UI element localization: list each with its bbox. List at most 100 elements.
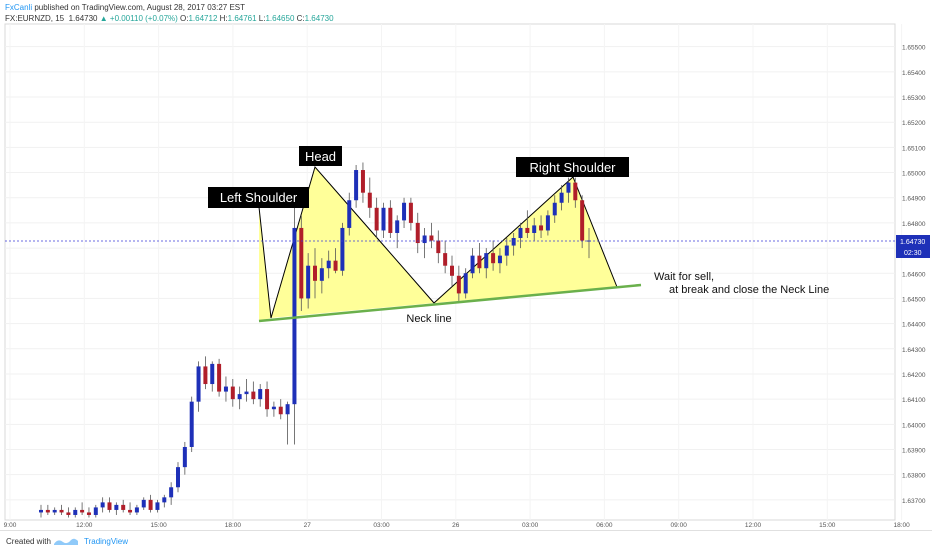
x-tick-label: 15:00: [150, 522, 167, 529]
left-shoulder-label-bg: [208, 187, 309, 208]
head-fill: [271, 167, 434, 318]
note-line-1: Wait for sell,: [654, 271, 714, 283]
publisher-line: FxCanli published on TradingView.com, Au…: [5, 3, 245, 12]
candle-body: [408, 202, 413, 223]
candle-body: [59, 509, 64, 513]
x-tick-label: 27: [304, 522, 312, 529]
candle-body: [196, 366, 201, 402]
candle-body: [491, 253, 496, 264]
candle-body: [237, 394, 242, 400]
candle-body: [265, 389, 270, 410]
candle-body: [333, 260, 338, 271]
candle-body: [134, 507, 139, 513]
candle-body: [566, 182, 571, 193]
candle-body: [402, 202, 407, 221]
candle-body: [93, 507, 98, 515]
candle-body: [319, 268, 324, 281]
open-label: O:: [180, 14, 189, 23]
y-tick-label: 1.63800: [902, 473, 926, 480]
candle-body: [80, 509, 85, 513]
candle-body: [299, 227, 304, 299]
candle-body: [395, 220, 400, 233]
time-axis[interactable]: 9:00 12:00 15:00 18:00 27 03:00 26 03:00 06:00 09…: [4, 522, 910, 529]
brand-link[interactable]: TradingView: [84, 537, 129, 546]
y-tick-label: 1.64200: [902, 372, 926, 379]
candle-body: [340, 227, 345, 271]
x-tick-label: 12:00: [745, 522, 762, 529]
neckline[interactable]: [258, 283, 642, 323]
y-tick-label: 1.63700: [902, 498, 926, 505]
candle-body: [477, 255, 482, 269]
candle-body: [511, 238, 516, 246]
x-tick-label: 15:00: [819, 522, 836, 529]
y-tick-label: 1.64500: [902, 296, 926, 303]
y-tick-label: 1.65500: [902, 45, 926, 52]
candle-body: [141, 499, 146, 508]
candle-body: [539, 225, 544, 231]
candle-body: [559, 192, 564, 203]
close-label: C:: [296, 14, 305, 23]
candle-body: [525, 227, 530, 233]
low-label: L:: [258, 14, 266, 23]
candle-body: [497, 255, 502, 264]
footer-bar: Created with TradingView: [0, 530, 932, 551]
candle-body: [504, 245, 509, 256]
countdown-box: [896, 247, 930, 258]
candlesticks: [39, 162, 591, 518]
candle-body: [86, 512, 91, 515]
candle-body: [223, 386, 228, 392]
author-link[interactable]: FxCanli: [5, 3, 33, 12]
candle-body: [189, 401, 194, 447]
candle-body: [148, 499, 153, 510]
candle-body: [182, 446, 187, 468]
pattern-outline: [258, 165, 618, 319]
candle-body: [217, 363, 222, 392]
candle-body: [73, 509, 78, 515]
candle-body: [532, 225, 537, 233]
x-tick-label: 18:00: [893, 522, 910, 529]
candle-body: [360, 170, 365, 193]
x-tick-label: 06:00: [596, 522, 613, 529]
change-up-icon: ▲: [99, 14, 108, 23]
y-tick-label: 1.65100: [902, 145, 926, 152]
head-label-bg: [299, 146, 342, 166]
price-axis[interactable]: 1.65500 1.65400 1.65300 1.65200 1.65100 1.650…: [902, 45, 926, 505]
candle-body: [155, 502, 160, 510]
y-tick-label: 1.65000: [902, 171, 926, 178]
y-tick-label: 1.65400: [902, 70, 926, 77]
price-chart[interactable]: 1.65500 1.65400 1.65300 1.65200 1.65100 1.650…: [0, 0, 932, 530]
published-text: published on TradingView.com, August 28,…: [34, 3, 246, 12]
y-tick-label: 1.64800: [902, 221, 926, 228]
candle-body: [422, 235, 427, 244]
candle-body: [114, 504, 119, 510]
candle-body: [162, 497, 167, 503]
candle-body: [176, 467, 180, 488]
y-tick-label: 1.65300: [902, 95, 926, 102]
high-label: H:: [219, 14, 228, 23]
candle-body: [470, 255, 475, 274]
candle-body: [107, 502, 112, 510]
right-shoulder-label-bg: [516, 157, 629, 177]
candle-body: [230, 386, 235, 400]
candle-body: [463, 273, 468, 294]
y-tick-label: 1.65200: [902, 120, 926, 127]
left-shoulder-label: Left Shoulder: [220, 190, 298, 205]
x-tick-label: 26: [452, 522, 460, 529]
candle-body: [121, 504, 126, 510]
candle-body: [326, 260, 331, 269]
high-value: 1.64761: [227, 14, 257, 23]
neck-line-label: Neck line: [406, 313, 451, 325]
candle-body: [292, 227, 297, 405]
candle-body: [450, 265, 454, 276]
x-tick-label: 9:00: [4, 522, 17, 529]
candle-body: [100, 502, 105, 508]
candle-body: [347, 200, 352, 228]
head-label: Head: [305, 149, 336, 164]
candle-body: [415, 222, 420, 244]
candle-body: [354, 170, 359, 201]
candle-body: [285, 404, 290, 415]
x-tick-label: 12:00: [76, 522, 93, 529]
candle-body: [374, 207, 379, 231]
x-tick-label: 03:00: [522, 522, 539, 529]
price-change: +0.00110 (+0.07%): [109, 14, 178, 23]
